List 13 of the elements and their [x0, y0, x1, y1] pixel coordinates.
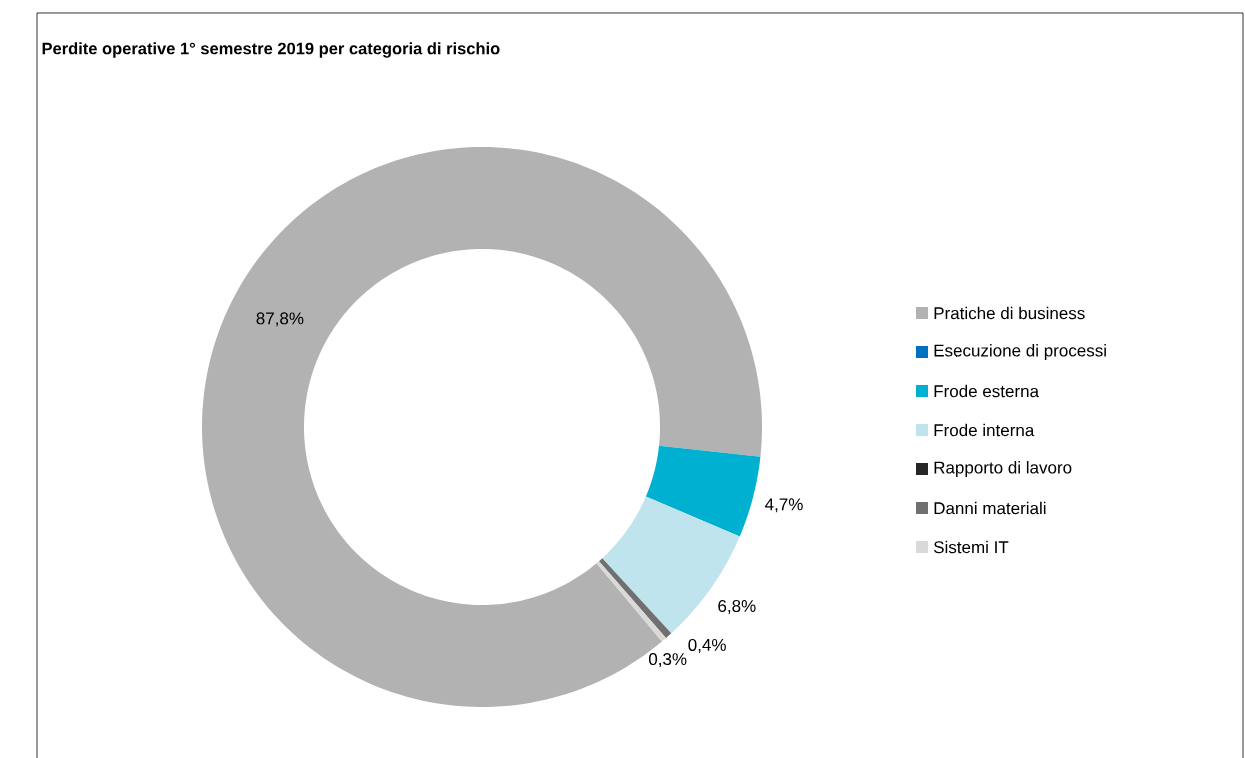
legend-label: Frode esterna [934, 384, 1040, 398]
legend-label: Rapporto di lavoro [934, 461, 1072, 477]
data-label: 6,8% [718, 599, 756, 615]
data-label: 0,4% [688, 638, 726, 653]
data-label: 4,7% [765, 498, 803, 513]
legend-label: Esecuzione di processi [934, 344, 1106, 360]
legend-label: Sistemi IT [933, 540, 1009, 554]
data-label: 87,8% [256, 312, 304, 327]
data-label: 0,3% [648, 653, 687, 668]
legend-label: Frode interna [934, 423, 1035, 437]
legend-label: Danni materiali [934, 501, 1046, 515]
legend-label: Pratiche di business [934, 306, 1085, 320]
chart-title: Perdite operative 1° semestre 2019 per categoria di rischio [42, 42, 500, 58]
